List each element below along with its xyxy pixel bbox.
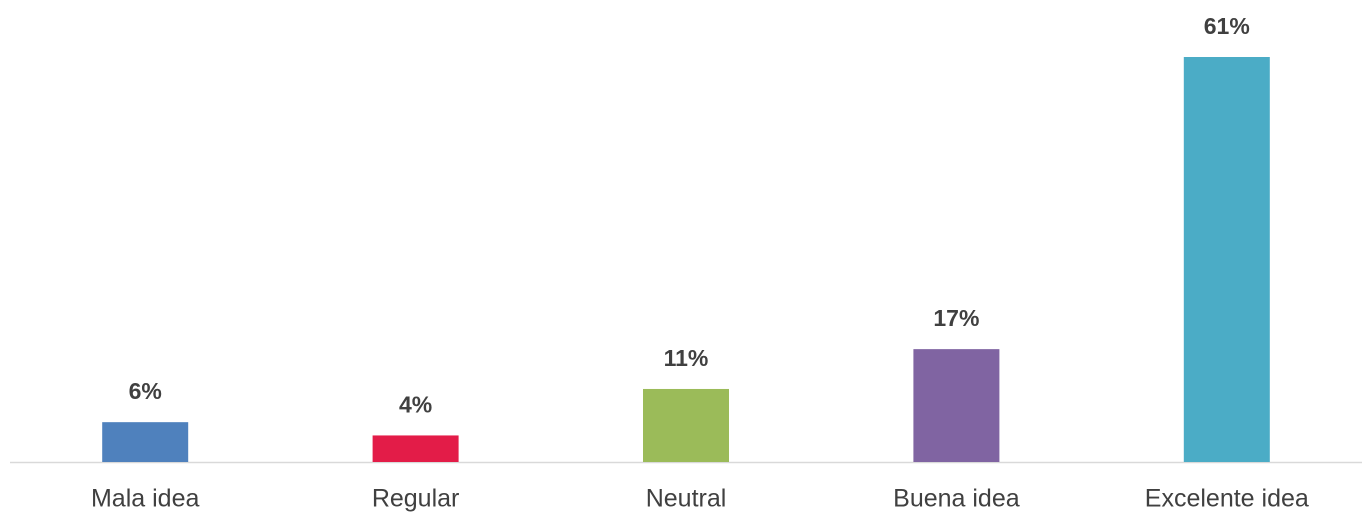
bar — [102, 422, 189, 462]
bar — [643, 388, 729, 462]
x-tick-label: Buena idea — [893, 485, 1020, 513]
x-tick-label: Mala idea — [91, 485, 199, 513]
bar — [1183, 57, 1270, 462]
value-label: 6% — [129, 378, 162, 404]
x-tick-label: Neutral — [646, 485, 727, 513]
value-label: 11% — [664, 345, 709, 371]
x-tick-label: Excelente idea — [1145, 485, 1309, 513]
x-tick-label: Regular — [372, 485, 460, 513]
value-label: 61% — [1204, 13, 1250, 39]
bar — [372, 435, 459, 462]
value-label: 17% — [933, 305, 979, 331]
bar — [913, 349, 1000, 462]
value-label: 4% — [399, 392, 432, 418]
